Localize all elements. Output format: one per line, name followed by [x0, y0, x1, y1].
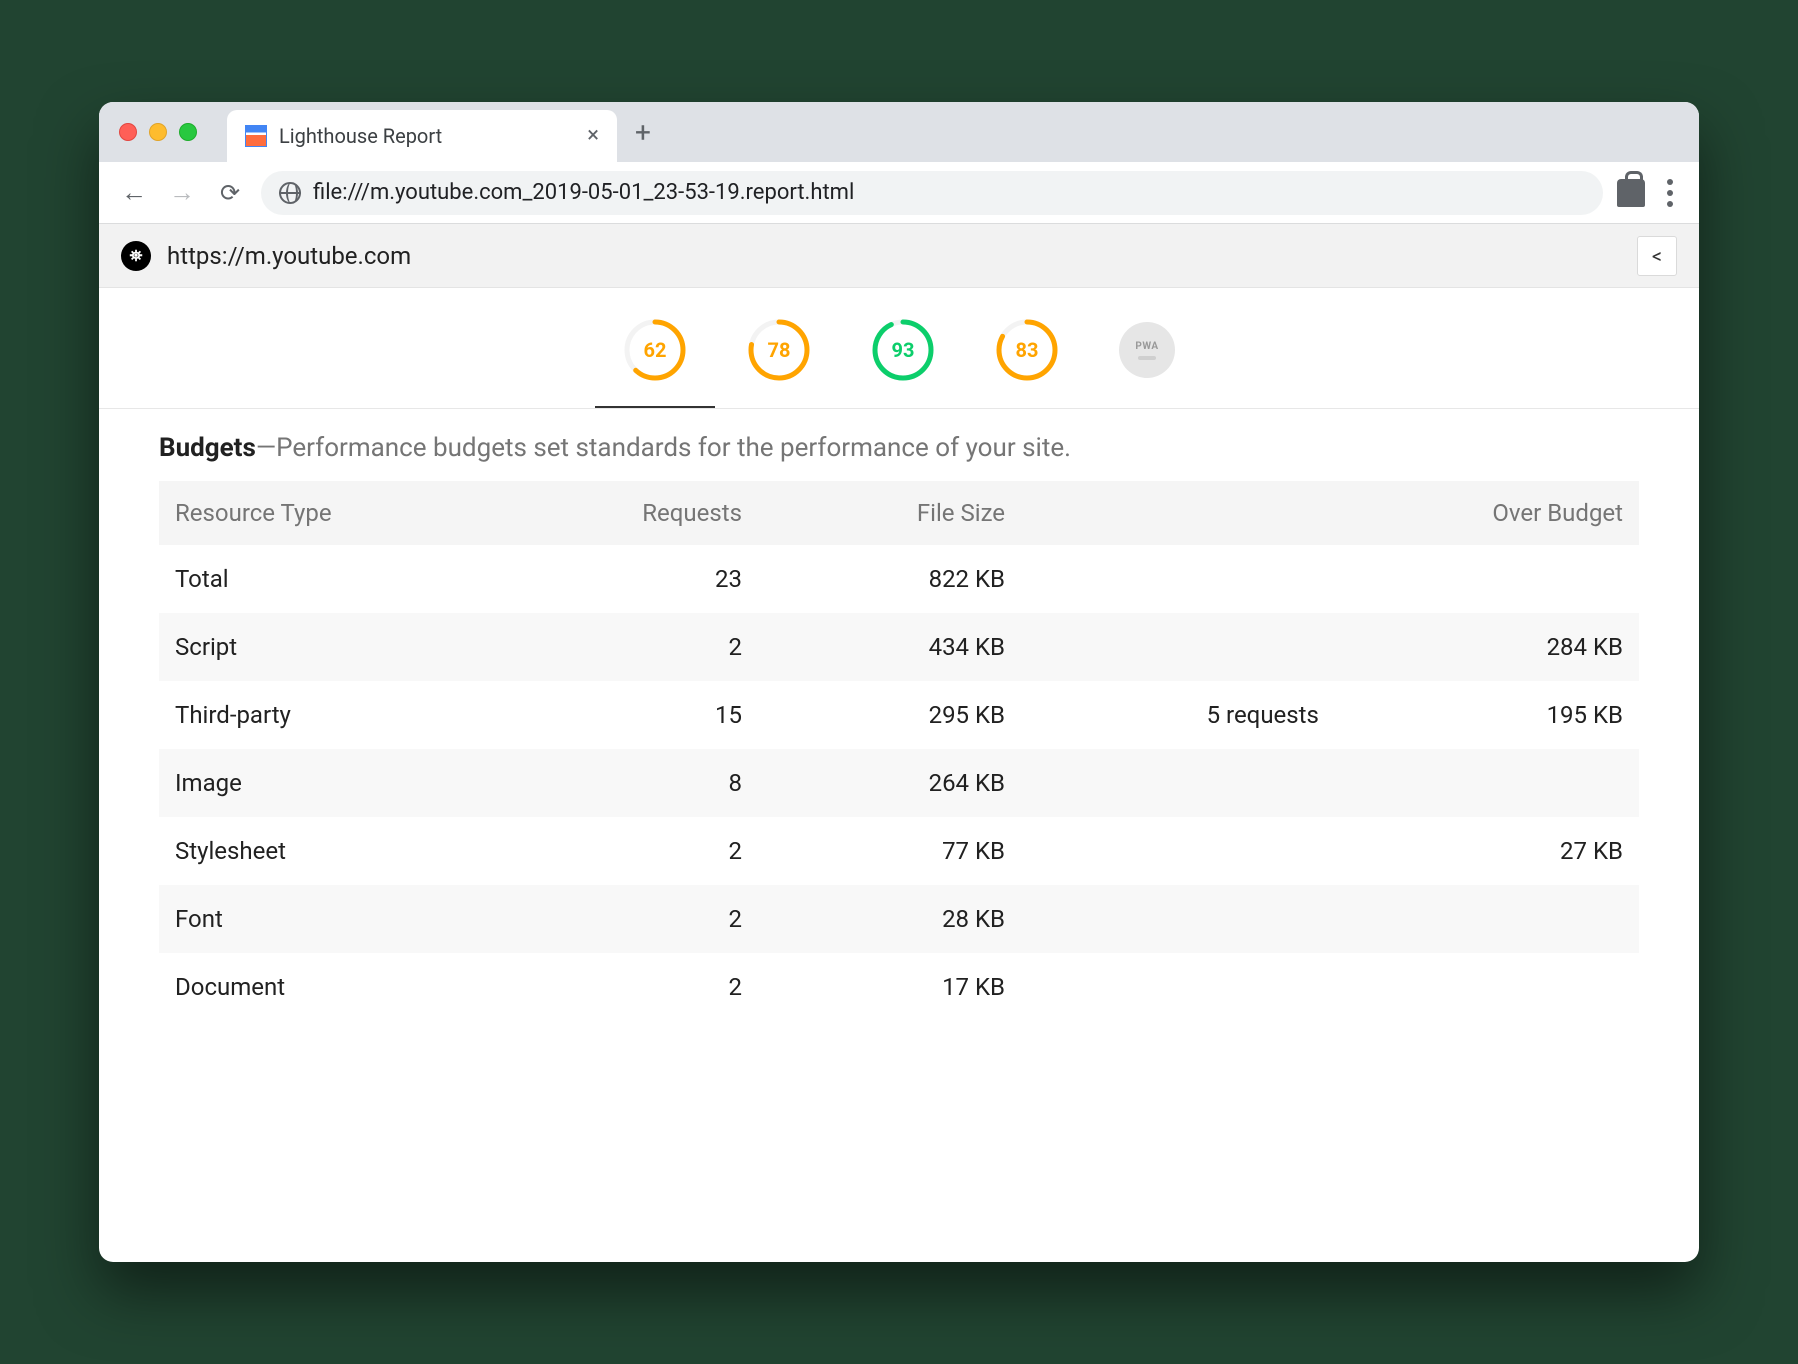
col-over-requests	[1065, 481, 1335, 545]
back-button[interactable]: ←	[117, 177, 151, 208]
cell-over-requests	[1065, 953, 1335, 1021]
url-text: file:///m.youtube.com_2019-05-01_23-53-1…	[313, 180, 854, 205]
cell-file-size: 822 KB	[758, 545, 1065, 613]
share-button[interactable]: <	[1637, 236, 1677, 276]
extension-icon[interactable]	[1617, 179, 1645, 207]
cell-requests: 15	[512, 681, 758, 749]
cell-over-budget	[1335, 885, 1639, 953]
cell-over-budget	[1335, 545, 1639, 613]
tab-title: Lighthouse Report	[279, 124, 575, 148]
gauge-score: 83	[995, 318, 1059, 382]
close-tab-button[interactable]: ×	[587, 125, 599, 147]
table-header-row: Resource Type Requests File Size Over Bu…	[159, 481, 1639, 545]
address-bar[interactable]: file:///m.youtube.com_2019-05-01_23-53-1…	[261, 171, 1603, 215]
cell-over-requests	[1065, 613, 1335, 681]
table-row: Third-party15295 KB5 requests195 KB	[159, 681, 1639, 749]
budgets-heading-bold: Budgets	[159, 433, 256, 463]
lighthouse-favicon-icon	[245, 125, 267, 147]
close-window-button[interactable]	[119, 123, 137, 141]
score-gauge[interactable]: 78	[747, 318, 811, 382]
cell-resource-type: Stylesheet	[159, 817, 512, 885]
pwa-label: PWA	[1135, 341, 1158, 352]
cell-requests: 23	[512, 545, 758, 613]
gauge-score: 62	[623, 318, 687, 382]
score-gauge[interactable]: 83	[995, 318, 1059, 382]
col-resource-type: Resource Type	[159, 481, 512, 545]
col-over-budget: Over Budget	[1335, 481, 1639, 545]
cell-file-size: 17 KB	[758, 953, 1065, 1021]
cell-over-requests	[1065, 817, 1335, 885]
share-icon: <	[1652, 244, 1662, 268]
new-tab-button[interactable]: +	[635, 116, 651, 149]
cell-resource-type: Font	[159, 885, 512, 953]
cell-over-budget: 195 KB	[1335, 681, 1639, 749]
cell-resource-type: Image	[159, 749, 512, 817]
cell-over-budget	[1335, 953, 1639, 1021]
gauge-score: 78	[747, 318, 811, 382]
budgets-table: Resource Type Requests File Size Over Bu…	[159, 481, 1639, 1021]
cell-resource-type: Script	[159, 613, 512, 681]
active-gauge-underline	[595, 406, 715, 408]
gauge-score: 93	[871, 318, 935, 382]
cell-over-budget	[1335, 749, 1639, 817]
cell-resource-type: Document	[159, 953, 512, 1021]
cell-over-budget: 284 KB	[1335, 613, 1639, 681]
cell-file-size: 264 KB	[758, 749, 1065, 817]
browser-toolbar: ← → ⟳ file:///m.youtube.com_2019-05-01_2…	[99, 162, 1699, 224]
cell-requests: 2	[512, 953, 758, 1021]
browser-menu-button[interactable]	[1659, 179, 1681, 207]
score-gauges: 62 78 93 83 PWA	[99, 288, 1699, 409]
cell-requests: 2	[512, 817, 758, 885]
cell-over-requests: 5 requests	[1065, 681, 1335, 749]
cell-over-budget: 27 KB	[1335, 817, 1639, 885]
cell-resource-type: Third-party	[159, 681, 512, 749]
table-row: Total23822 KB	[159, 545, 1639, 613]
lighthouse-logo-icon: ⛯	[121, 241, 151, 271]
report-url: https://m.youtube.com	[167, 242, 1621, 270]
site-info-icon[interactable]	[279, 182, 301, 204]
table-row: Font228 KB	[159, 885, 1639, 953]
cell-file-size: 28 KB	[758, 885, 1065, 953]
col-requests: Requests	[512, 481, 758, 545]
cell-requests: 2	[512, 885, 758, 953]
reload-button[interactable]: ⟳	[213, 179, 247, 207]
browser-tab[interactable]: Lighthouse Report ×	[227, 110, 617, 162]
pwa-dash-icon	[1138, 356, 1156, 360]
cell-requests: 2	[512, 613, 758, 681]
window-controls	[119, 123, 197, 141]
report-content: Budgets—Performance budgets set standard…	[99, 409, 1699, 1021]
cell-over-requests	[1065, 545, 1335, 613]
cell-requests: 8	[512, 749, 758, 817]
cell-resource-type: Total	[159, 545, 512, 613]
table-row: Image8264 KB	[159, 749, 1639, 817]
cell-file-size: 434 KB	[758, 613, 1065, 681]
browser-window: Lighthouse Report × + ← → ⟳ file:///m.yo…	[99, 102, 1699, 1262]
cell-file-size: 295 KB	[758, 681, 1065, 749]
minimize-window-button[interactable]	[149, 123, 167, 141]
budgets-heading: Budgets—Performance budgets set standard…	[159, 433, 1639, 463]
tab-strip: Lighthouse Report × +	[99, 102, 1699, 162]
table-row: Stylesheet277 KB 27 KB	[159, 817, 1639, 885]
score-gauge[interactable]: 62	[623, 318, 687, 382]
score-gauge[interactable]: 93	[871, 318, 935, 382]
table-row: Document217 KB	[159, 953, 1639, 1021]
maximize-window-button[interactable]	[179, 123, 197, 141]
lighthouse-header: ⛯ https://m.youtube.com <	[99, 224, 1699, 288]
pwa-badge[interactable]: PWA	[1119, 322, 1175, 378]
forward-button[interactable]: →	[165, 177, 199, 208]
budgets-heading-rest: —Performance budgets set standards for t…	[256, 433, 1071, 463]
col-file-size: File Size	[758, 481, 1065, 545]
cell-over-requests	[1065, 885, 1335, 953]
cell-file-size: 77 KB	[758, 817, 1065, 885]
table-row: Script2434 KB 284 KB	[159, 613, 1639, 681]
cell-over-requests	[1065, 749, 1335, 817]
